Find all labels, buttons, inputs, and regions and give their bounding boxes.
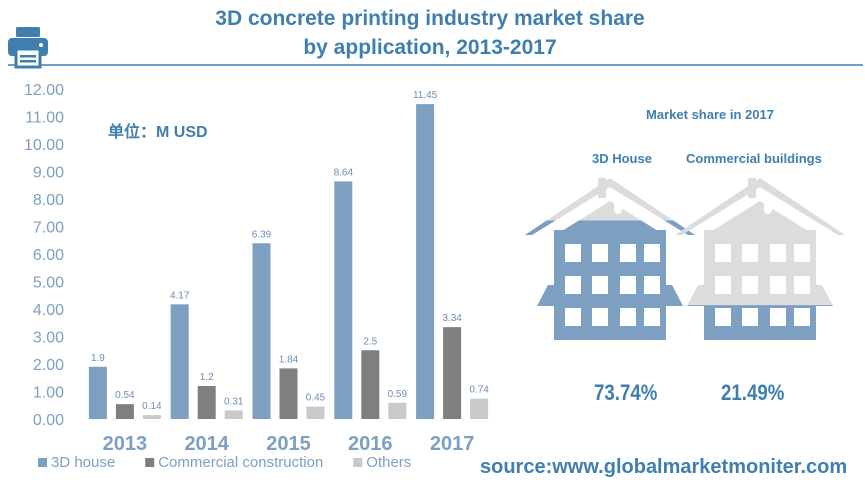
bar-commercial-construction-2013 (115, 404, 134, 419)
bar-3d-house-2013 (88, 366, 107, 419)
bar-others-2017 (470, 398, 489, 419)
legend-label: 3D house (51, 454, 115, 471)
house-label-3d-house: 3D House (592, 151, 652, 166)
bar-others-2014 (224, 410, 243, 419)
y-tick-label: 8.00 (33, 192, 64, 209)
y-tick-label: 3.00 (33, 330, 64, 347)
y-tick-label: 4.00 (33, 302, 64, 319)
data-label: 11.45 (413, 90, 438, 101)
data-label: 3.34 (442, 313, 462, 324)
house-label-commercial-buildings: Commercial buildings (686, 151, 822, 166)
title-line-1: 3D concrete printing industry market sha… (215, 7, 645, 30)
bar-commercial-construction-2014 (197, 386, 216, 419)
data-label: 2.5 (363, 336, 377, 347)
legend-swatch (353, 458, 363, 467)
bar-others-2013 (142, 415, 161, 419)
market-share-title: Market share in 2017 (646, 107, 774, 122)
data-label: 0.54 (115, 390, 135, 401)
y-tick-label: 9.00 (33, 165, 64, 182)
share-value-3d-house: 73.74% (594, 380, 658, 405)
y-tick-label: 5.00 (33, 275, 64, 292)
data-label: 1.2 (200, 372, 214, 383)
bar-commercial-construction-2016 (361, 350, 380, 419)
chart-title: 3D concrete printing industry market sha… (120, 4, 740, 62)
bar-3d-house-2017 (416, 104, 435, 419)
share-value-commercial-buildings: 21.49% (721, 380, 785, 405)
x-tick-label: 2016 (348, 433, 393, 455)
source-credit[interactable]: source:www.globalmarketmoniter.com (480, 456, 848, 478)
data-label: 6.39 (252, 229, 272, 240)
bar-3d-house-2015 (252, 243, 271, 419)
data-label: 0.45 (306, 393, 326, 404)
data-label: 1.9 (91, 353, 105, 364)
x-tick-label: 2014 (184, 433, 229, 455)
title-line-2: by application, 2013-2017 (303, 36, 557, 59)
x-tick-label: 2017 (430, 433, 475, 455)
y-tick-label: 10.00 (24, 137, 64, 154)
y-tick-label: 11.00 (25, 110, 64, 127)
legend-label: Others (366, 454, 411, 471)
y-tick-label: 7.00 (33, 220, 64, 237)
data-label: 4.17 (170, 290, 190, 301)
bar-3d-house-2016 (334, 181, 353, 419)
bar-others-2015 (306, 406, 325, 419)
legend-swatch (145, 458, 155, 467)
data-label: 8.64 (334, 167, 354, 178)
x-tick-label: 2013 (103, 433, 148, 455)
printer-icon[interactable] (6, 25, 50, 69)
data-label: 0.14 (142, 401, 162, 412)
x-tick-label: 2015 (266, 433, 311, 455)
y-tick-label: 2.00 (33, 357, 64, 374)
bar-others-2016 (388, 402, 407, 419)
data-label: 0.31 (224, 396, 244, 407)
y-tick-label: 12.00 (24, 82, 64, 99)
data-label: 1.84 (279, 354, 299, 365)
data-label: 0.59 (388, 389, 408, 400)
title-divider (8, 64, 863, 66)
bar-3d-house-2014 (170, 304, 189, 419)
unit-label: 单位：M USD (108, 124, 208, 141)
legend-label: Commercial construction (158, 454, 323, 471)
bar-commercial-construction-2017 (443, 327, 462, 419)
bar-commercial-construction-2015 (279, 368, 298, 419)
y-tick-label: 6.00 (33, 247, 64, 264)
legend-swatch (38, 458, 47, 467)
y-tick-label: 1.00 (33, 385, 64, 402)
y-tick-label: 0.00 (33, 412, 64, 429)
data-label: 0.74 (469, 385, 489, 396)
